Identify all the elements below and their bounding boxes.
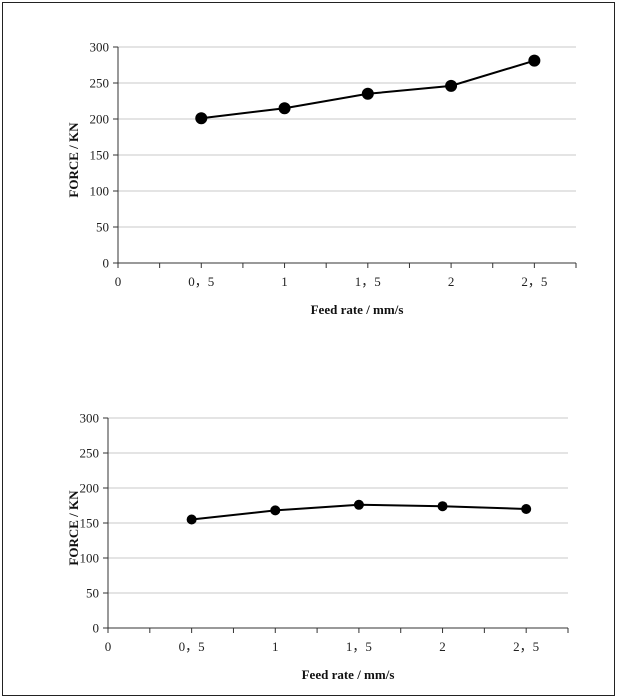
data-point (278, 102, 291, 115)
y-tick-label: 200 (80, 481, 100, 496)
data-point (186, 514, 197, 525)
chart-top: 0 50 100 150 200 250 300 0 0，5 1 1，5 2 2，5 Feed rate … (66, 40, 577, 317)
x-tick-label: 0 (115, 274, 122, 289)
x-tick-label: 0，5 (179, 639, 205, 654)
data-point (521, 504, 532, 514)
y-tick-label: 200 (90, 112, 110, 127)
data-point (361, 87, 374, 100)
y-tick-label: 0 (93, 621, 100, 636)
y-tick-label: 250 (90, 76, 110, 91)
y-tick-label: 150 (80, 516, 100, 531)
x-tick-label: 2 (448, 274, 455, 289)
x-tick-label: 2 (439, 639, 446, 654)
data-point (195, 112, 208, 125)
y-tick-label: 300 (80, 411, 100, 426)
y-tick-label: 150 (90, 148, 110, 163)
data-point (270, 505, 281, 516)
y-tick-label: 100 (90, 184, 110, 199)
y-tick-label: 250 (80, 446, 100, 461)
y-tick-label: 0 (103, 256, 110, 271)
y-axis-title: FORCE / KN (66, 122, 81, 198)
data-point (528, 54, 541, 67)
y-tick-label: 50 (96, 220, 109, 235)
y-axis-title: FORCE / KN (66, 490, 81, 566)
x-tick-label: 2，5 (521, 274, 547, 289)
y-tick-label: 100 (80, 551, 100, 566)
y-tick-label: 300 (90, 40, 110, 55)
x-tick-label: 0 (105, 639, 112, 654)
data-point (445, 79, 458, 92)
x-axis-title: Feed rate / mm/s (302, 667, 395, 682)
y-tick-label: 50 (86, 586, 99, 601)
data-point (437, 501, 448, 512)
x-axis-title: Feed rate / mm/s (311, 302, 404, 317)
x-tick-label: 1，5 (346, 639, 372, 654)
x-tick-label: 1 (281, 274, 288, 289)
x-tick-label: 1 (272, 639, 279, 654)
data-point (353, 499, 364, 510)
x-tick-label: 0，5 (188, 274, 214, 289)
x-tick-label: 2，5 (513, 639, 539, 654)
x-tick-label: 1，5 (355, 274, 381, 289)
